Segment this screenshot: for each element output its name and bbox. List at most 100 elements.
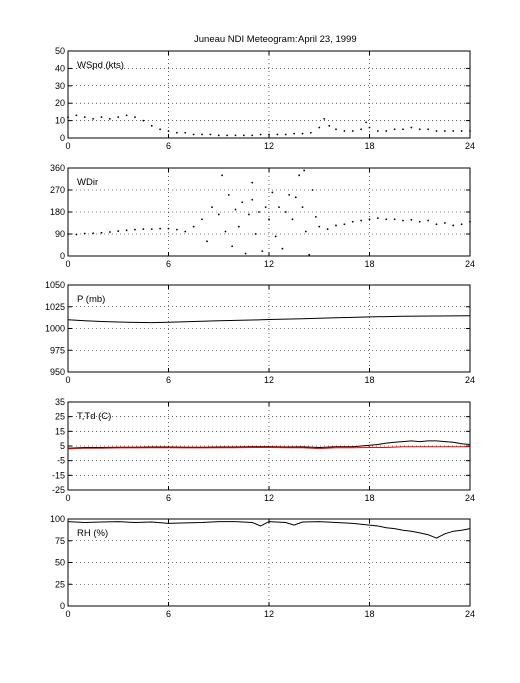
data-point bbox=[360, 128, 363, 131]
data-point bbox=[150, 124, 153, 127]
data-point bbox=[217, 134, 220, 137]
data-point bbox=[278, 206, 280, 209]
data-point bbox=[206, 240, 208, 243]
data-point bbox=[343, 130, 346, 132]
data-point bbox=[284, 211, 287, 213]
data-point bbox=[268, 218, 270, 221]
chart-title: Juneau NDI Meteogram: bbox=[194, 34, 298, 45]
x-tick-label: 12 bbox=[264, 259, 274, 269]
data-point bbox=[323, 117, 326, 120]
data-point bbox=[227, 193, 230, 196]
data-point bbox=[393, 128, 396, 131]
data-point bbox=[83, 232, 86, 235]
data-point bbox=[418, 220, 421, 223]
y-tick-label: -5 bbox=[57, 456, 65, 466]
data-point bbox=[75, 114, 78, 117]
data-point bbox=[351, 130, 354, 132]
x-tick-label: 18 bbox=[364, 609, 374, 619]
x-tick-label: 18 bbox=[364, 493, 374, 503]
y-tick-label: 1025 bbox=[45, 302, 65, 312]
data-point bbox=[192, 133, 195, 136]
data-point bbox=[452, 224, 455, 227]
x-tick-label: 0 bbox=[65, 493, 70, 503]
data-point bbox=[410, 126, 413, 129]
data-point bbox=[150, 228, 153, 231]
data-point bbox=[276, 133, 279, 136]
data-point bbox=[108, 117, 111, 120]
data-point bbox=[201, 218, 203, 221]
data-point bbox=[365, 121, 368, 124]
panel-4: 0 6 12 18 24 -25 -15 -5 5 15 25 35 T,Td (C) bbox=[52, 397, 475, 503]
data-point bbox=[234, 134, 237, 137]
data-point bbox=[75, 233, 78, 236]
data-point bbox=[224, 230, 227, 233]
x-tick-label: 24 bbox=[465, 141, 475, 151]
data-point bbox=[125, 229, 128, 232]
data-point bbox=[281, 247, 284, 250]
x-tick-label: 12 bbox=[264, 609, 274, 619]
data-point bbox=[376, 130, 379, 132]
panel-label: RH (%) bbox=[77, 528, 108, 539]
data-point bbox=[418, 128, 421, 131]
data-point bbox=[318, 225, 321, 228]
data-point bbox=[264, 206, 267, 209]
data-point bbox=[234, 208, 237, 211]
data-point bbox=[368, 218, 371, 221]
data-point bbox=[217, 213, 220, 216]
x-tick-label: 0 bbox=[65, 141, 70, 151]
data-point bbox=[368, 126, 371, 129]
series-line-1 bbox=[67, 521, 471, 539]
x-tick-label: 12 bbox=[264, 493, 274, 503]
data-point bbox=[309, 131, 312, 134]
data-point bbox=[351, 220, 354, 223]
y-tick-label: 0 bbox=[60, 251, 65, 261]
data-point bbox=[209, 133, 212, 136]
data-point bbox=[393, 218, 396, 221]
data-point bbox=[142, 119, 145, 122]
data-point bbox=[92, 232, 95, 235]
y-tick-label: 40 bbox=[55, 63, 65, 73]
data-point bbox=[335, 128, 337, 131]
y-tick-label: 25 bbox=[55, 579, 65, 589]
y-tick-label: 270 bbox=[50, 185, 65, 195]
panel-label: T,Td (C) bbox=[77, 411, 111, 422]
data-point bbox=[83, 116, 86, 119]
x-tick-label: 6 bbox=[166, 141, 171, 151]
data-point bbox=[117, 116, 120, 119]
data-point bbox=[221, 174, 224, 177]
data-point bbox=[201, 133, 203, 136]
y-tick-label: 20 bbox=[55, 98, 65, 108]
data-point bbox=[134, 228, 136, 231]
y-tick-label: 30 bbox=[55, 81, 65, 91]
data-point bbox=[303, 169, 306, 172]
data-point bbox=[67, 233, 69, 235]
data-point bbox=[443, 222, 446, 224]
y-tick-label: 360 bbox=[50, 163, 65, 173]
data-point bbox=[301, 206, 304, 209]
data-point bbox=[175, 131, 178, 134]
data-point bbox=[167, 227, 170, 230]
data-point bbox=[254, 233, 257, 235]
panel-label: WDir bbox=[77, 177, 98, 188]
y-tick-label: 180 bbox=[50, 207, 65, 217]
data-point bbox=[159, 128, 162, 131]
data-point bbox=[443, 130, 446, 132]
data-point bbox=[298, 174, 301, 177]
data-point bbox=[311, 189, 314, 191]
y-tick-label: 25 bbox=[55, 412, 65, 422]
data-point bbox=[460, 223, 463, 226]
data-point bbox=[335, 224, 337, 227]
y-tick-label: 15 bbox=[55, 426, 65, 436]
series-line-1 bbox=[67, 315, 471, 324]
series-line-2 bbox=[67, 446, 470, 450]
panel-2: 0 6 12 18 24 0 90 180 270 360 WDir bbox=[50, 163, 475, 269]
x-tick-label: 24 bbox=[465, 609, 475, 619]
data-point bbox=[259, 133, 262, 136]
data-point bbox=[92, 117, 95, 120]
x-tick-label: 24 bbox=[465, 375, 475, 385]
y-tick-label: 35 bbox=[55, 397, 65, 407]
data-point bbox=[293, 132, 296, 135]
data-point bbox=[125, 114, 128, 117]
data-point bbox=[318, 126, 321, 129]
